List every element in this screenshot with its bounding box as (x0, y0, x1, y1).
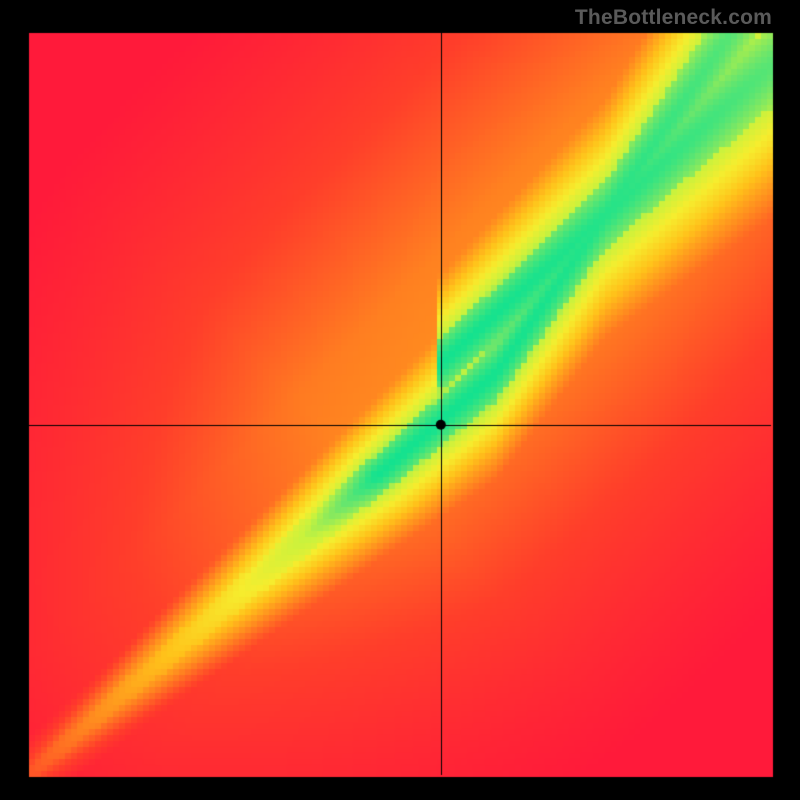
watermark-text: TheBottleneck.com (575, 6, 772, 30)
bottleneck-heatmap (0, 0, 800, 800)
chart-container: TheBottleneck.com (0, 0, 800, 800)
